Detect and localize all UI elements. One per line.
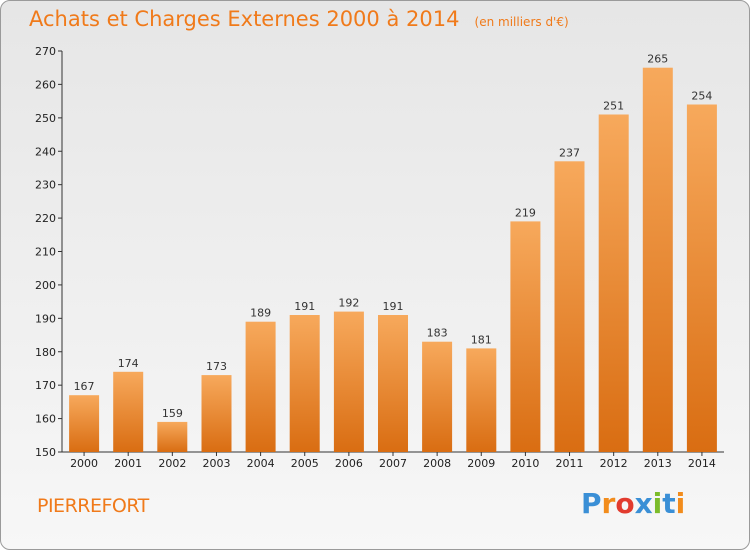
bar-2003[interactable] <box>201 375 232 452</box>
bar-value-label: 181 <box>471 333 492 346</box>
bar-value-label: 189 <box>250 307 271 320</box>
x-tick-label: 2001 <box>114 457 142 470</box>
x-tick-label: 2009 <box>467 457 495 470</box>
bar-2014[interactable] <box>686 104 717 453</box>
bar-value-label: 192 <box>338 297 359 310</box>
x-tick-label: 2011 <box>556 457 584 470</box>
x-tick-label: 2010 <box>511 457 539 470</box>
y-tick-label: 160 <box>35 413 56 426</box>
x-tick-label: 2012 <box>600 457 628 470</box>
x-tick-label: 2014 <box>688 457 716 470</box>
x-tick-label: 2005 <box>291 457 319 470</box>
bar-value-label: 183 <box>427 327 448 340</box>
y-tick-label: 250 <box>35 112 56 125</box>
y-tick-label: 170 <box>35 379 56 392</box>
x-tick-label: 2008 <box>423 457 451 470</box>
y-tick-label: 190 <box>35 312 56 325</box>
bar-value-label: 191 <box>383 300 404 313</box>
x-tick-label: 2013 <box>644 457 672 470</box>
bar-2009[interactable] <box>466 348 497 452</box>
x-tick-label: 2003 <box>202 457 230 470</box>
bar-value-label: 251 <box>603 99 624 112</box>
axes: 150 160 170 180 190 200 210 220 230 240 250 260 270 2… <box>35 45 724 470</box>
x-tick-label: 2000 <box>70 457 98 470</box>
bar-2010[interactable] <box>510 221 541 452</box>
bar-2002[interactable] <box>157 421 188 452</box>
y-tick-label: 200 <box>35 279 56 292</box>
x-tick-label: 2006 <box>335 457 363 470</box>
bar-2007[interactable] <box>378 315 408 452</box>
bar-2004[interactable] <box>245 321 276 452</box>
x-tick-label: 2002 <box>158 457 186 470</box>
y-tick-label: 220 <box>35 212 56 225</box>
logo-letter: P <box>581 487 602 520</box>
bars: 167 174 159 173 189 191 192 191 183 181 219 237 251 2… <box>69 53 717 453</box>
bar-value-label: 265 <box>647 53 668 66</box>
y-tick-label: 150 <box>35 446 56 459</box>
bar-value-label: 173 <box>206 360 227 373</box>
bar-value-label: 237 <box>559 146 580 159</box>
x-tick-label: 2007 <box>379 457 407 470</box>
logo-letter: i <box>675 487 686 520</box>
y-tick-label: 210 <box>35 246 56 259</box>
logo-letter: x <box>634 487 653 520</box>
proxiti-logo[interactable]: Proxiti <box>581 487 685 520</box>
chart-title-block: Achats et Charges Externes 2000 à 2014 (… <box>29 7 569 31</box>
bar-value-label: 219 <box>515 206 536 219</box>
bar-2012[interactable] <box>598 114 629 453</box>
y-tick-label: 230 <box>35 179 56 192</box>
bar-value-label: 191 <box>294 300 315 313</box>
bar-2006[interactable] <box>333 311 364 452</box>
y-tick-label: 180 <box>35 346 56 359</box>
logo-letter: o <box>615 487 635 520</box>
y-tick-label: 270 <box>35 45 56 58</box>
bar-2005[interactable] <box>289 315 320 452</box>
bar-value-label: 174 <box>118 357 139 370</box>
chart-title: Achats et Charges Externes 2000 à 2014 <box>29 7 460 31</box>
chart-subtitle: (en milliers d'€) <box>474 15 569 29</box>
bar-2000[interactable] <box>69 395 100 452</box>
bar-2008[interactable] <box>422 341 453 452</box>
bar-value-label: 254 <box>691 89 712 102</box>
logo-letter: i <box>652 487 663 520</box>
bar-2001[interactable] <box>113 371 144 452</box>
x-tick-label: 2004 <box>247 457 275 470</box>
logo-letter: r <box>601 487 616 520</box>
commune-name: PIERREFORT <box>37 495 149 517</box>
bar-2011[interactable] <box>554 161 585 453</box>
y-tick-label: 240 <box>35 145 56 158</box>
y-tick-label: 260 <box>35 78 56 91</box>
logo-letter: t <box>662 487 676 520</box>
bar-2013[interactable] <box>642 67 673 452</box>
bar-value-label: 159 <box>162 407 183 420</box>
bar-value-label: 167 <box>74 380 95 393</box>
